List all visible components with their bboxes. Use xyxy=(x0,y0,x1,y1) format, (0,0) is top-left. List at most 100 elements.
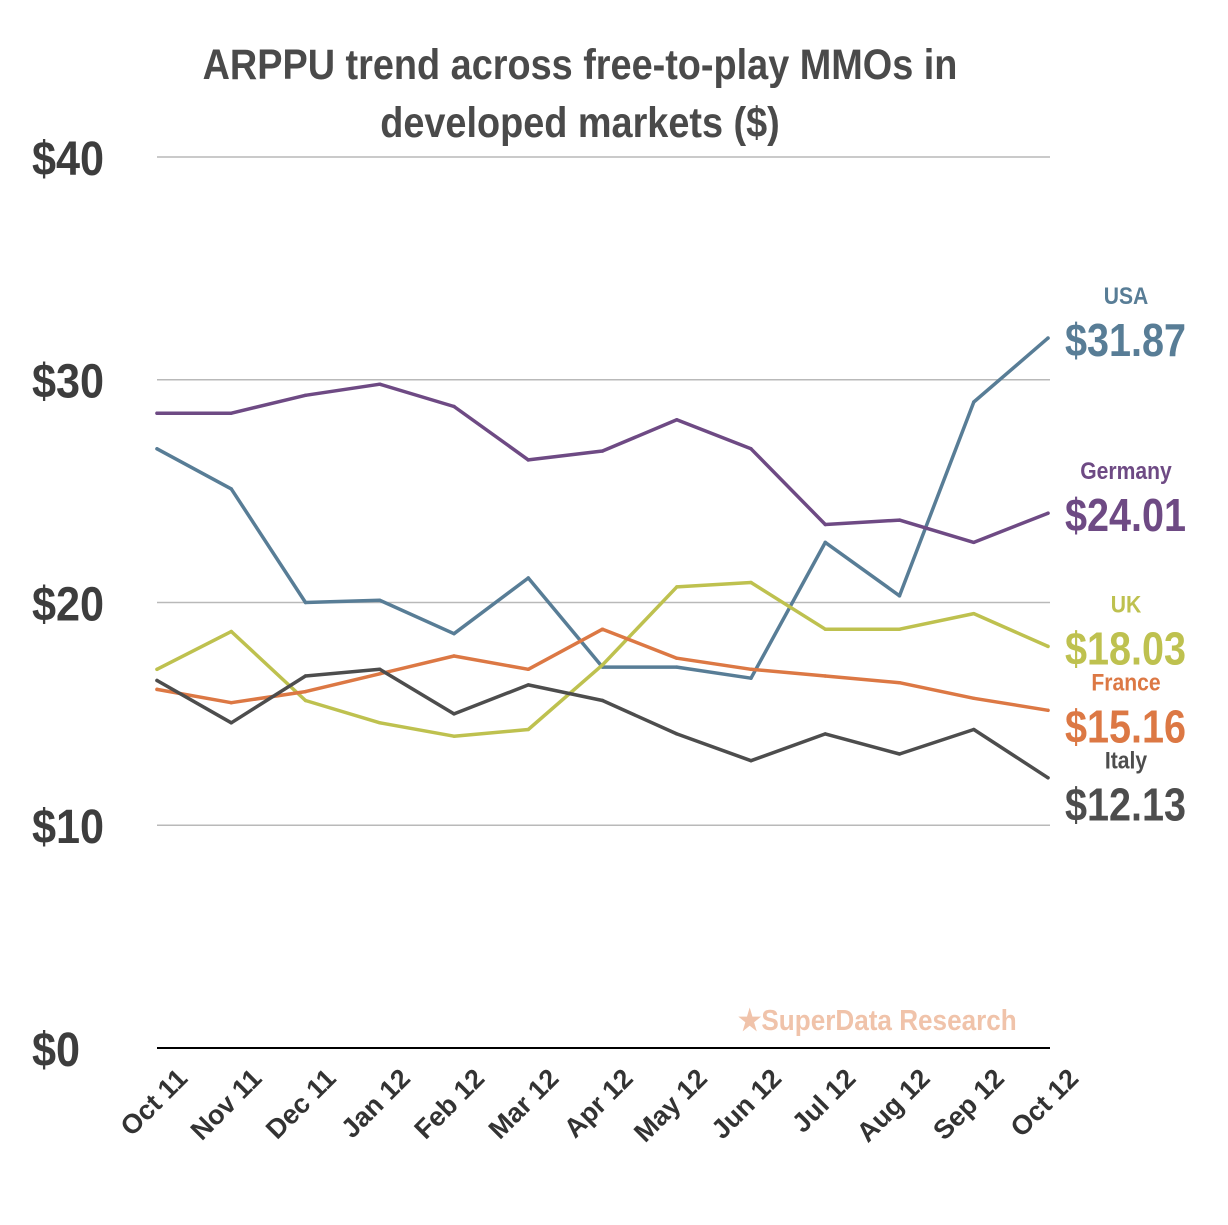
y-axis-tick-labels: $0 $10 $20 $30 $40 xyxy=(32,132,104,1077)
series-line-uk xyxy=(155,580,1050,738)
x-tick-label: May 12 xyxy=(628,1063,713,1148)
data-point-uk xyxy=(452,734,456,738)
series-name-label-france: France xyxy=(1091,669,1160,696)
data-point-italy xyxy=(526,683,530,687)
data-point-france xyxy=(303,689,308,694)
data-point-usa xyxy=(675,665,679,669)
data-point-usa xyxy=(823,540,827,545)
data-point-uk xyxy=(749,580,753,585)
x-tick-label: Apr 12 xyxy=(558,1063,639,1144)
x-tick-label: Oct 11 xyxy=(115,1063,194,1142)
series-value-label-italy: $12.13 xyxy=(1065,780,1186,831)
series-line-germany xyxy=(155,382,1050,545)
data-point-uk xyxy=(1046,644,1050,649)
data-point-uk xyxy=(972,611,976,616)
series-name-label-italy: Italy xyxy=(1105,747,1148,774)
chart-title-line-2: developed markets ($) xyxy=(380,99,780,147)
chart-title: ARPPU trend across free-to-play MMOs in … xyxy=(140,36,1020,152)
data-point-usa xyxy=(749,676,753,680)
y-tick-label: $0 xyxy=(32,1023,80,1077)
y-tick-label: $20 xyxy=(32,577,104,631)
data-point-italy xyxy=(378,667,382,672)
data-point-france xyxy=(823,674,827,678)
x-tick-label: Oct 12 xyxy=(1005,1063,1085,1143)
data-point-germany xyxy=(823,522,827,527)
x-tick-label: Feb 12 xyxy=(409,1063,491,1145)
data-point-france xyxy=(600,627,605,631)
data-point-france xyxy=(675,656,679,660)
data-point-germany xyxy=(155,411,159,415)
data-point-italy xyxy=(155,678,159,683)
series-value-label-germany: $24.01 xyxy=(1065,490,1186,541)
data-point-italy xyxy=(303,674,308,678)
data-point-france xyxy=(526,667,530,672)
data-point-usa xyxy=(303,600,308,605)
data-point-uk xyxy=(155,667,159,672)
data-point-france xyxy=(452,654,456,658)
data-point-italy xyxy=(823,732,827,736)
x-tick-label: Jun 12 xyxy=(706,1063,788,1145)
data-point-usa xyxy=(155,447,159,451)
data-point-germany xyxy=(526,458,530,462)
y-tick-label: $10 xyxy=(32,800,104,854)
data-point-uk xyxy=(526,727,530,732)
data-point-italy xyxy=(972,727,976,732)
data-point-france xyxy=(1046,708,1050,713)
series-value-label-france: $15.16 xyxy=(1065,702,1186,753)
data-point-germany xyxy=(378,382,382,386)
x-tick-label: Aug 12 xyxy=(851,1063,936,1148)
data-point-italy xyxy=(675,732,679,736)
data-point-germany xyxy=(749,447,753,451)
data-point-usa xyxy=(972,400,976,404)
gridlines xyxy=(157,156,1050,1049)
data-point-uk xyxy=(303,698,308,703)
data-point-uk xyxy=(897,627,902,631)
data-point-france xyxy=(229,701,233,705)
data-point-uk xyxy=(675,585,679,589)
y-tick-label: $40 xyxy=(32,132,104,186)
data-point-usa xyxy=(452,631,456,636)
series-lines xyxy=(155,336,1050,780)
data-point-italy xyxy=(229,721,233,725)
data-point-italy xyxy=(1046,776,1050,780)
data-point-usa xyxy=(1046,336,1050,340)
watermark-text: SuperData Research xyxy=(761,1005,1017,1037)
x-tick-label: Jan 12 xyxy=(335,1063,416,1144)
data-point-france xyxy=(897,680,902,685)
data-point-uk xyxy=(600,663,605,667)
data-point-germany xyxy=(972,540,976,545)
series-line-france xyxy=(155,627,1050,713)
data-point-france xyxy=(972,696,976,700)
x-tick-label: Mar 12 xyxy=(483,1063,565,1145)
data-point-uk xyxy=(378,721,382,725)
data-point-germany xyxy=(675,418,679,422)
data-point-usa xyxy=(526,576,530,580)
series-name-label-uk: UK xyxy=(1111,591,1142,618)
chart-title-line-1: ARPPU trend across free-to-play MMOs in xyxy=(202,41,958,89)
data-point-usa xyxy=(897,594,902,598)
series-name-label-usa: USA xyxy=(1104,283,1149,310)
data-point-usa xyxy=(378,598,382,602)
data-point-germany xyxy=(229,411,233,415)
series-value-label-uk: $18.03 xyxy=(1065,624,1186,675)
data-point-uk xyxy=(823,627,827,631)
data-point-italy xyxy=(897,752,902,756)
data-point-france xyxy=(378,672,382,676)
data-point-italy xyxy=(600,698,605,703)
series-value-label-usa: $31.87 xyxy=(1065,315,1186,366)
data-point-germany xyxy=(600,449,605,453)
data-point-germany xyxy=(303,393,308,398)
data-point-germany xyxy=(1046,511,1050,515)
x-tick-label: Dec 11 xyxy=(260,1063,342,1145)
data-point-italy xyxy=(452,712,456,716)
superdata-watermark: ★SuperData Research xyxy=(738,1003,1017,1038)
x-tick-label: Nov 11 xyxy=(185,1063,268,1146)
data-point-usa xyxy=(229,487,233,491)
series-name-label-germany: Germany xyxy=(1080,458,1172,485)
data-point-germany xyxy=(897,518,902,522)
y-tick-label: $30 xyxy=(32,355,104,409)
